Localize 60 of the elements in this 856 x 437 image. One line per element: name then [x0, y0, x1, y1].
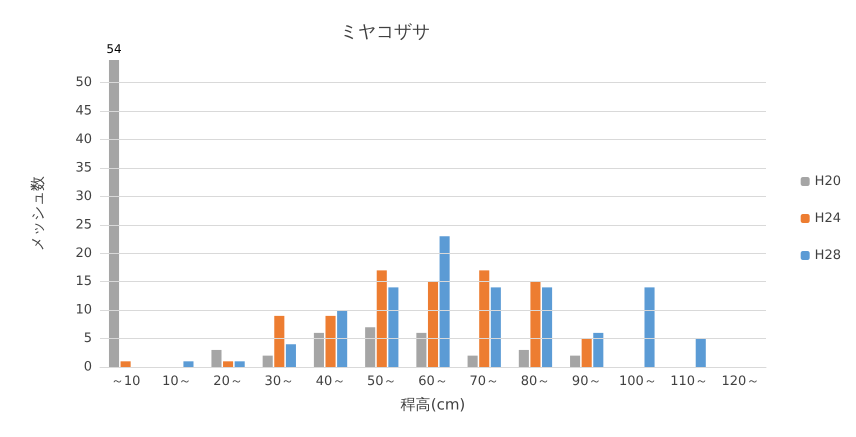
x-tick-label: 90～ [572, 374, 602, 389]
bar [108, 60, 120, 367]
chart-title: ミヤコザサ [340, 22, 430, 42]
bar [314, 332, 324, 367]
x-tick-label: 100～ [619, 374, 657, 389]
y-tick-label: 45 [75, 104, 92, 119]
bar [490, 287, 501, 367]
legend-label: H20 [814, 174, 842, 189]
bar [337, 310, 348, 367]
y-tick-label: 0 [84, 360, 92, 374]
x-tick-label: 30～ [264, 374, 294, 389]
x-tick-label: 70～ [469, 374, 500, 389]
bar [518, 350, 529, 367]
y-tick-label: 15 [75, 274, 92, 290]
bar [468, 356, 478, 367]
y-tick-label: 10 [75, 302, 92, 318]
bar [286, 344, 296, 367]
x-tick-label: 20～ [213, 374, 243, 389]
x-tick-label: 80～ [520, 374, 550, 389]
bar [183, 361, 194, 367]
bar [582, 338, 592, 367]
y-tick-label: 35 [75, 160, 92, 176]
bar [644, 287, 655, 367]
legend-label: H28 [814, 248, 842, 263]
bar [376, 270, 387, 367]
bar [274, 316, 284, 367]
x-axis-title: 稈高(cm) [400, 396, 466, 414]
x-tick-label: 40～ [316, 374, 346, 389]
x-tick-label: 50～ [366, 374, 397, 389]
y-axis-title: メッシュ数 [28, 176, 46, 251]
legend-label: H24 [814, 211, 842, 226]
x-tick-label: 60～ [418, 374, 448, 389]
bar [365, 327, 376, 367]
bar [479, 270, 490, 367]
bar [388, 287, 398, 367]
x-tick-label: ～10 [110, 374, 140, 389]
y-tick-label: 40 [75, 132, 92, 148]
bar [696, 338, 706, 367]
y-tick-label: 5 [84, 331, 92, 346]
data-label: 54 [106, 42, 122, 56]
bar [234, 361, 245, 367]
bar [120, 361, 131, 367]
bar [440, 236, 450, 367]
bar [542, 287, 552, 367]
bar [428, 282, 438, 367]
bar [593, 332, 604, 367]
x-tick-label: 110～ [670, 374, 708, 389]
x-tick-label: 10～ [162, 374, 192, 389]
bar [223, 361, 234, 367]
bar [262, 356, 273, 367]
y-tick-label: 25 [75, 217, 92, 232]
bar [416, 332, 426, 367]
y-tick-label: 50 [75, 75, 92, 90]
y-tick-label: 20 [75, 246, 92, 261]
y-tick-label: 30 [75, 188, 92, 204]
bar [570, 356, 580, 367]
bar [211, 350, 222, 367]
bar [325, 316, 336, 367]
bar [530, 282, 541, 367]
x-tick-label: 120～ [721, 374, 760, 389]
